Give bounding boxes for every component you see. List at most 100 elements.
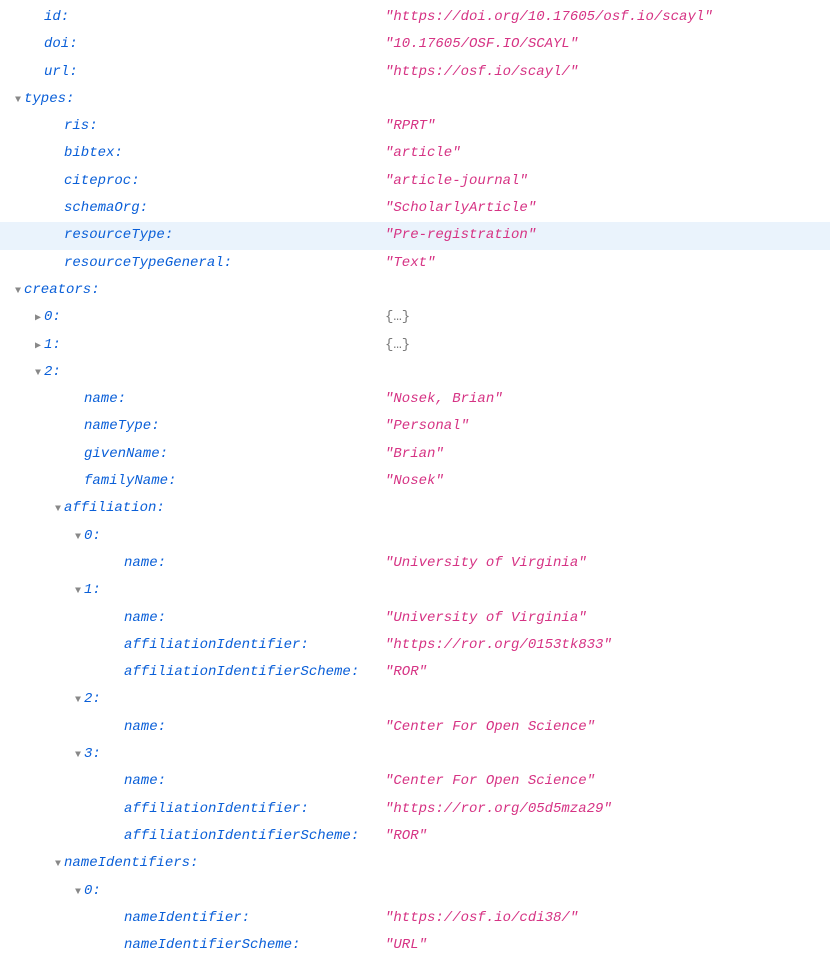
json-key[interactable]: citeproc:	[64, 168, 140, 195]
tree-row: schemaOrg: "ScholarlyArticle"	[0, 195, 830, 222]
json-string-value: "https://osf.io/cdi38/"	[385, 905, 578, 932]
tree-row: familyName: "Nosek"	[0, 468, 830, 495]
json-key[interactable]: affiliation:	[64, 495, 165, 522]
tree-row: name: "Nosek, Brian"	[0, 386, 830, 413]
chevron-down-icon[interactable]: ▼	[32, 364, 44, 384]
tree-row: url: "https://osf.io/scayl/"	[0, 59, 830, 86]
json-key[interactable]: nameIdentifiers:	[64, 850, 198, 877]
json-key[interactable]: 2:	[84, 686, 101, 713]
tree-row: ▼0:	[0, 523, 830, 550]
tree-row: name:"University of Virginia"	[0, 550, 830, 577]
json-key[interactable]: types:	[24, 86, 74, 113]
chevron-down-icon[interactable]: ▼	[72, 691, 84, 711]
tree-row: ▼3:	[0, 741, 830, 768]
chevron-down-icon[interactable]: ▼	[12, 282, 24, 302]
tree-row: name: "University of Virginia"	[0, 605, 830, 632]
tree-row: nameType: "Personal"	[0, 413, 830, 440]
json-key[interactable]: 1:	[84, 577, 101, 604]
json-key[interactable]: bibtex:	[64, 140, 123, 167]
json-string-value: "RPRT"	[385, 113, 435, 140]
json-key[interactable]: url:	[44, 59, 78, 86]
json-string-value: "Pre-registration"	[385, 222, 536, 249]
tree-row: ▼2:	[0, 686, 830, 713]
json-key[interactable]: resourceType:	[64, 222, 173, 249]
json-string-value: "https://osf.io/scayl/"	[385, 59, 578, 86]
json-key[interactable]: schemaOrg:	[64, 195, 148, 222]
json-key[interactable]: name:	[124, 768, 166, 795]
tree-row: citeproc: "article-journal"	[0, 168, 830, 195]
json-string-value: "ScholarlyArticle"	[385, 195, 536, 222]
json-key[interactable]: name:	[124, 550, 166, 577]
chevron-down-icon[interactable]: ▼	[52, 500, 64, 520]
tree-row: ▼creators:	[0, 277, 830, 304]
json-string-value: "URL"	[385, 932, 427, 959]
tree-row: name: "Center For Open Science"	[0, 768, 830, 795]
tree-row: name: "Center For Open Science"	[0, 714, 830, 741]
json-string-value: "Text"	[385, 250, 435, 277]
json-key[interactable]: doi:	[44, 31, 78, 58]
json-key[interactable]: affiliationIdentifierScheme:	[124, 659, 359, 686]
json-string-value: "Personal"	[385, 413, 469, 440]
tree-row: affiliationIdentifierScheme: "ROR"	[0, 823, 830, 850]
json-key[interactable]: givenName:	[84, 441, 168, 468]
json-string-value: "Nosek, Brian"	[385, 386, 503, 413]
json-key[interactable]: nameIdentifierScheme:	[124, 932, 300, 959]
chevron-right-icon[interactable]: ▶	[32, 337, 44, 357]
chevron-right-icon[interactable]: ▶	[32, 309, 44, 329]
tree-row: ▶0: {…}	[0, 304, 830, 331]
tree-row: ▼nameIdentifiers:	[0, 850, 830, 877]
json-string-value: "article-journal"	[385, 168, 528, 195]
chevron-down-icon[interactable]: ▼	[72, 528, 84, 548]
json-string-value: "Center For Open Science"	[385, 768, 595, 795]
tree-row: id: "https://doi.org/10.17605/osf.io/scay…	[0, 4, 830, 31]
json-string-value: "https://ror.org/0153tk833"	[385, 632, 612, 659]
json-key[interactable]: affiliationIdentifierScheme:	[124, 823, 359, 850]
tree-row: ▼0:	[0, 878, 830, 905]
chevron-down-icon[interactable]: ▼	[72, 883, 84, 903]
tree-row: affiliationIdentifierScheme: "ROR"	[0, 659, 830, 686]
json-key[interactable]: id:	[44, 4, 69, 31]
json-key[interactable]: 0:	[44, 304, 61, 331]
tree-row: ▼1:	[0, 577, 830, 604]
json-key[interactable]: resourceTypeGeneral:	[64, 250, 232, 277]
tree-row: nameIdentifierScheme: "URL"	[0, 932, 830, 959]
tree-row: doi: "10.17605/OSF.IO/SCAYL"	[0, 31, 830, 58]
tree-row: ▶1: {…}	[0, 332, 830, 359]
json-key[interactable]: nameIdentifier:	[124, 905, 250, 932]
chevron-down-icon[interactable]: ▼	[12, 91, 24, 111]
tree-row: ▼types:	[0, 86, 830, 113]
json-string-value: "article"	[385, 140, 461, 167]
tree-row: affiliationIdentifier: "https://ror.org/0…	[0, 796, 830, 823]
json-key[interactable]: creators:	[24, 277, 100, 304]
json-collapsed-object: {…}	[385, 304, 410, 331]
json-key[interactable]: 2:	[44, 359, 61, 386]
json-key[interactable]: name:	[84, 386, 126, 413]
json-key[interactable]: affiliationIdentifier:	[124, 796, 309, 823]
chevron-down-icon[interactable]: ▼	[72, 746, 84, 766]
json-key[interactable]: name:	[124, 605, 166, 632]
tree-row: nameIdentifier: "https://osf.io/cdi38/"	[0, 905, 830, 932]
json-string-value: "ROR"	[385, 659, 427, 686]
json-key[interactable]: 1:	[44, 332, 61, 359]
json-key[interactable]: 0:	[84, 878, 101, 905]
json-key[interactable]: familyName:	[84, 468, 176, 495]
json-key[interactable]: name:	[124, 714, 166, 741]
json-key[interactable]: nameType:	[84, 413, 160, 440]
json-string-value: "ROR"	[385, 823, 427, 850]
json-key[interactable]: 0:	[84, 523, 101, 550]
json-string-value: "https://ror.org/05d5mza29"	[385, 796, 612, 823]
json-key[interactable]: 3:	[84, 741, 101, 768]
json-tree-viewer: id: "https://doi.org/10.17605/osf.io/scay…	[0, 4, 830, 959]
json-collapsed-object: {…}	[385, 332, 410, 359]
json-string-value: "10.17605/OSF.IO/SCAYL"	[385, 31, 578, 58]
chevron-down-icon[interactable]: ▼	[72, 582, 84, 602]
json-string-value: "Center For Open Science"	[385, 714, 595, 741]
json-string-value: "https://doi.org/10.17605/osf.io/scayl"	[385, 4, 713, 31]
tree-row: resourceType: "Pre-registration"	[0, 222, 830, 249]
json-string-value: "Nosek"	[385, 468, 444, 495]
chevron-down-icon[interactable]: ▼	[52, 855, 64, 875]
json-key[interactable]: ris:	[64, 113, 98, 140]
tree-row: affiliationIdentifier: "https://ror.org/0…	[0, 632, 830, 659]
json-string-value: "University of Virginia"	[385, 605, 587, 632]
json-key[interactable]: affiliationIdentifier:	[124, 632, 309, 659]
